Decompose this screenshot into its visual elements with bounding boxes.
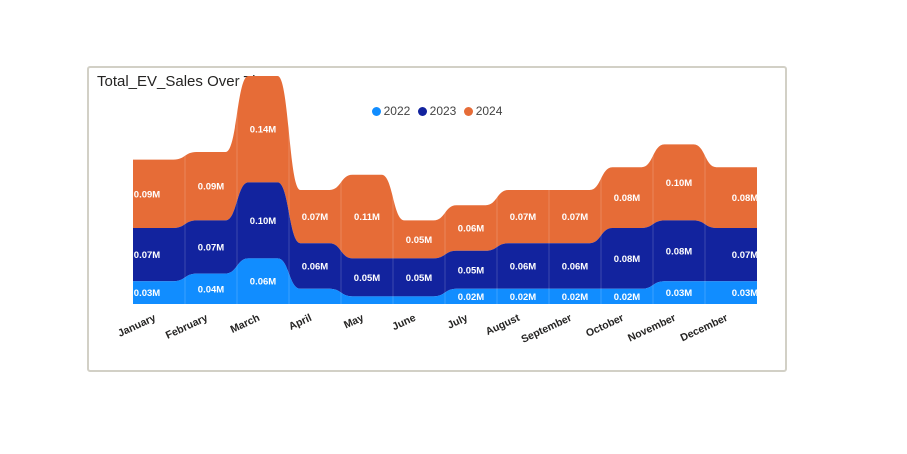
area-series-2022	[133, 258, 757, 304]
data-label-2022-december: 0.03M	[732, 288, 758, 299]
data-label-2024-october: 0.08M	[614, 193, 640, 204]
x-axis-label-april: April	[287, 312, 314, 333]
data-label-2024-january: 0.09M	[134, 189, 160, 200]
data-label-2024-march: 0.14M	[250, 125, 276, 136]
chart-legend: 2022 2023 2024	[89, 104, 785, 119]
data-label-2023-july: 0.05M	[458, 265, 484, 276]
data-label-2024-february: 0.09M	[198, 182, 224, 193]
data-label-2023-march: 0.10M	[250, 216, 276, 227]
data-label-2024-november: 0.10M	[666, 178, 692, 189]
legend-label-2023: 2023	[429, 104, 457, 118]
area-series-2023	[133, 182, 757, 297]
x-axis-label-february: February	[164, 312, 210, 342]
legend-marker-2024	[463, 106, 473, 116]
data-label-2024-december: 0.08M	[732, 193, 758, 204]
x-axis-label-june: June	[390, 312, 417, 333]
chart-title: Total_EV_Sales Over Time	[97, 73, 277, 90]
legend-label-2022: 2022	[383, 104, 411, 118]
x-axis-label-october: October	[584, 312, 626, 340]
data-label-2024-may: 0.11M	[354, 212, 380, 223]
x-axis-label-november: November	[626, 312, 678, 345]
data-label-2024-june: 0.05M	[406, 235, 432, 246]
data-label-2022-november: 0.03M	[666, 288, 692, 299]
data-label-2023-august: 0.06M	[510, 262, 536, 273]
x-axis-label-may: May	[342, 312, 366, 332]
data-label-2024-april: 0.07M	[302, 212, 328, 223]
data-label-2024-september: 0.07M	[562, 212, 588, 223]
data-label-2023-october: 0.08M	[614, 254, 640, 265]
x-axis-label-september: September	[519, 312, 573, 346]
data-label-2024-august: 0.07M	[510, 212, 536, 223]
legend-marker-2023	[417, 106, 427, 116]
data-label-2023-april: 0.06M	[302, 262, 328, 273]
data-label-2023-may: 0.05M	[354, 273, 380, 284]
data-label-2023-february: 0.07M	[198, 243, 224, 254]
x-axis-label-march: March	[229, 312, 262, 336]
data-label-2022-july: 0.02M	[458, 292, 484, 303]
x-axis-label-january: January	[116, 312, 158, 340]
data-label-2024-july: 0.06M	[458, 224, 484, 235]
legend-item-2024[interactable]: 2024	[463, 104, 503, 118]
legend-item-2023[interactable]: 2023	[417, 104, 457, 118]
data-label-2022-october: 0.02M	[614, 292, 640, 303]
data-label-2022-january: 0.03M	[134, 288, 160, 299]
legend-marker-2022	[371, 106, 381, 116]
data-label-2023-september: 0.06M	[562, 262, 588, 273]
x-axis-label-december: December	[679, 312, 730, 344]
data-label-2022-february: 0.04M	[198, 284, 224, 295]
x-axis-label-august: August	[484, 312, 522, 338]
data-label-2023-june: 0.05M	[406, 273, 432, 284]
data-label-2022-september: 0.02M	[562, 292, 588, 303]
data-label-2022-march: 0.06M	[250, 277, 276, 288]
data-label-2023-december: 0.07M	[732, 250, 758, 261]
data-label-2023-november: 0.08M	[666, 246, 692, 257]
x-axis-label-july: July	[446, 312, 470, 332]
legend-label-2024: 2024	[475, 104, 503, 118]
data-label-2023-january: 0.07M	[134, 250, 160, 261]
legend-item-2022[interactable]: 2022	[371, 104, 411, 118]
data-label-2022-august: 0.02M	[510, 292, 536, 303]
